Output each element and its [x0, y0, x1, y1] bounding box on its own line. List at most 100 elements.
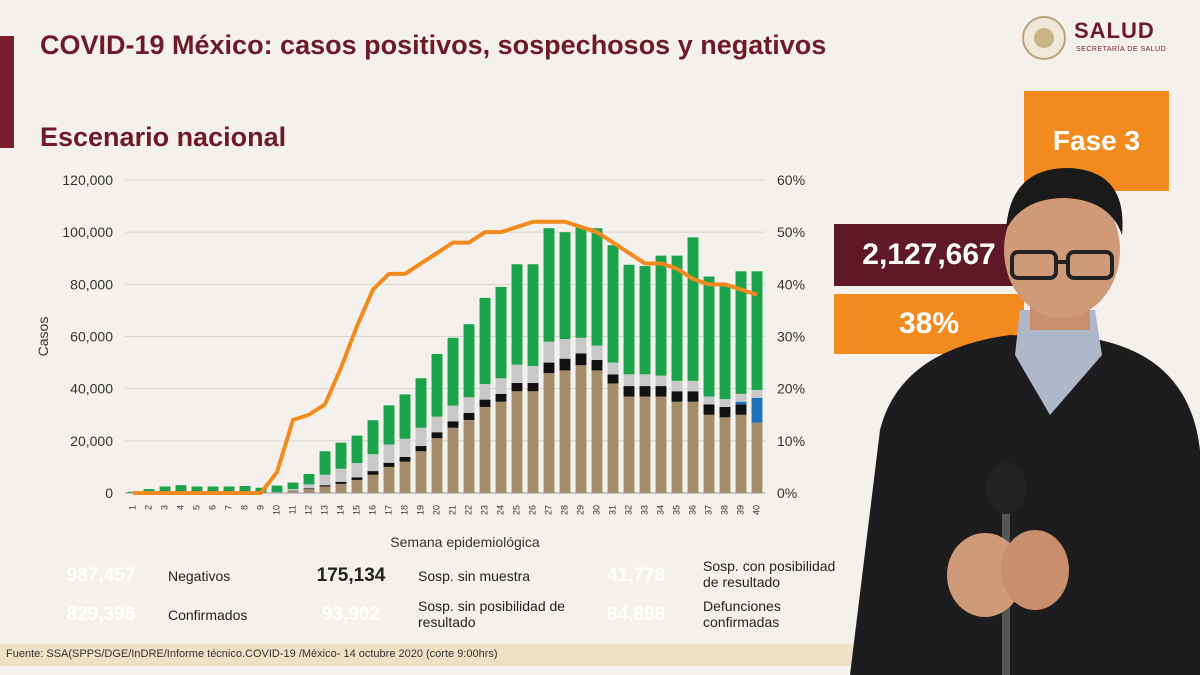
bar-segment [639, 374, 651, 387]
x-tick-label: 20 [431, 505, 441, 515]
bar-segment [351, 477, 363, 480]
bar-segment [303, 484, 315, 489]
logo-subtitle: SECRETARÍA DE SALUD [1076, 46, 1167, 53]
bar-segment [543, 341, 555, 363]
y-tick-label: 120,000 [62, 172, 113, 188]
y2-tick-label: 60% [777, 172, 805, 188]
x-tick-label: 11 [287, 505, 297, 514]
bar-segment [447, 427, 459, 493]
x-tick-label: 14 [335, 505, 345, 515]
x-tick-label: 38 [719, 505, 729, 515]
y2-tick-label: 0% [777, 485, 797, 501]
bar-segment [303, 489, 315, 493]
bar-segment [623, 396, 635, 493]
bar-segment [367, 454, 379, 472]
bar-segment [623, 374, 635, 387]
y-tick-label: 80,000 [70, 276, 113, 292]
bar-segment [703, 404, 715, 415]
x-tick-label: 21 [447, 505, 457, 515]
bar-segment [655, 375, 667, 387]
bar-segment [703, 414, 715, 493]
bar-segment [735, 414, 747, 493]
y-tick-label: 100,000 [62, 224, 113, 240]
bar-segment [319, 485, 331, 487]
bar-segment [543, 362, 555, 374]
legend-value-sin-posibilidad: 93,902 [321, 604, 381, 625]
x-tick-label: 28 [559, 505, 569, 515]
bar-segment [591, 359, 603, 371]
footer-band [0, 644, 870, 666]
bar-segment [559, 339, 571, 359]
bar-segment [383, 462, 395, 467]
bar-segment [607, 362, 619, 375]
x-tick-label: 27 [543, 505, 553, 515]
bar-segment [671, 391, 683, 402]
bar-segment [543, 228, 555, 342]
bar-segment [415, 446, 427, 452]
bar-segment [495, 401, 507, 493]
legend-label-confirmados: Confirmados [168, 607, 248, 623]
bar-segment [319, 486, 331, 493]
bar-segment [735, 271, 747, 394]
bar-segment [463, 324, 475, 398]
x-tick-label: 1 [127, 505, 137, 510]
bar-segment [671, 380, 683, 392]
bar-segment [639, 386, 651, 397]
page-subtitle: Escenario nacional [40, 122, 287, 152]
total-badge: 2,127,667 [834, 224, 1024, 286]
y2-tick-label: 20% [777, 381, 805, 397]
bar-segment [655, 386, 667, 397]
y-tick-label: 0 [105, 485, 113, 501]
page-title: COVID-19 México: casos positivos, sospec… [40, 30, 827, 60]
logo-name: SALUD [1074, 18, 1155, 43]
bar-segment [671, 401, 683, 493]
bar-segment [271, 485, 283, 493]
x-tick-label: 16 [367, 505, 377, 515]
bar-segment [719, 417, 731, 493]
bar-segment [447, 337, 459, 406]
bar-segment [175, 485, 187, 493]
bar-segment [751, 271, 763, 390]
bar-segment [527, 365, 539, 383]
bar-segment [287, 482, 299, 490]
bar-segment [575, 226, 587, 338]
bar-segment [671, 255, 683, 381]
x-tick-label: 5 [191, 505, 201, 510]
bar-segment [703, 396, 715, 405]
y-axis-title: Casos [35, 317, 51, 357]
x-axis-title: Semana epidemiológica [390, 534, 540, 550]
bar-segment [303, 473, 315, 485]
positivity-line [133, 219, 758, 495]
bar-segment [591, 370, 603, 493]
bar-segment [335, 481, 347, 484]
bar-segment [543, 373, 555, 493]
bar-segment [655, 396, 667, 493]
bar-segment [351, 463, 363, 478]
bar-segment [463, 419, 475, 493]
bar-segment [719, 284, 731, 400]
bar-segment [735, 401, 747, 405]
bar-segment [367, 474, 379, 493]
legend-value-con-posibilidad: 41,778 [606, 565, 666, 586]
legend-label-sin-posibilidad: Sosp. sin posibilidad de resultado [418, 598, 566, 630]
bar-segment [399, 438, 411, 458]
bar-segment [335, 483, 347, 493]
bar-segment [559, 358, 571, 371]
bar-segment [447, 405, 459, 422]
weekly-cases-chart: 0 20,000 40,000 60,000 80,000 100,000 120,000 0… [35, 172, 805, 550]
bar-segment [527, 264, 539, 366]
bar-segment [591, 228, 603, 346]
bar-segment [431, 416, 443, 433]
bar-segment [431, 432, 443, 439]
bar-segment [447, 421, 459, 428]
bar-segment [399, 461, 411, 493]
y2-tick-label: 10% [777, 433, 805, 449]
x-tick-label: 4 [175, 505, 185, 510]
y2-tick-label: 40% [777, 276, 805, 292]
bar-segment [287, 489, 299, 491]
x-tick-label: 13 [319, 505, 329, 515]
legend-label-negativos: Negativos [168, 568, 231, 584]
bar-segment [607, 245, 619, 363]
bar-segment [607, 374, 619, 384]
